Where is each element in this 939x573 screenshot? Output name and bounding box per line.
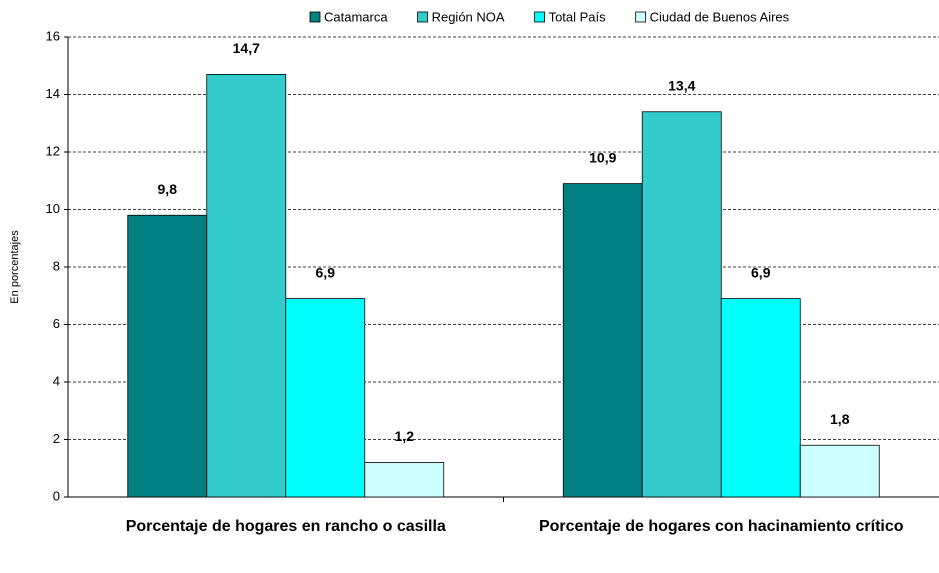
- legend-label: Catamarca: [324, 9, 388, 24]
- value-label: 14,7: [233, 40, 260, 56]
- bar: [799, 444, 880, 498]
- y-tick-label: 4: [53, 373, 60, 388]
- bar: [127, 214, 208, 498]
- y-tick-label: 16: [46, 28, 60, 43]
- y-tick-label: 0: [53, 488, 60, 503]
- value-label: 1,8: [830, 411, 850, 427]
- legend-label: Ciudad de Buenos Aires: [650, 9, 790, 24]
- bar: [641, 111, 722, 498]
- bar: [206, 73, 287, 498]
- value-label: 9,8: [158, 181, 178, 197]
- value-label: 1,2: [395, 428, 415, 444]
- value-label: 13,4: [668, 77, 695, 93]
- legend-swatch: [417, 11, 428, 23]
- bar: [720, 298, 801, 498]
- bar: [562, 183, 643, 498]
- legend-label: Total País: [549, 9, 607, 24]
- legend-label: Región NOA: [432, 9, 505, 24]
- y-tick-label: 2: [53, 431, 60, 446]
- y-tick-label: 12: [46, 143, 60, 158]
- y-tick-label: 6: [53, 316, 60, 331]
- x-tick-label: Porcentaje de hogares en rancho o casill…: [126, 518, 446, 535]
- bar: [285, 298, 366, 498]
- value-label: 10,9: [589, 149, 616, 165]
- legend-swatch: [534, 11, 545, 23]
- y-tick-label: 10: [46, 201, 60, 216]
- legend-swatch: [309, 11, 321, 23]
- value-label: 6,9: [751, 264, 771, 280]
- x-tick-label: Porcentaje de hogares con hacinamiento c…: [539, 518, 904, 535]
- y-tick-label: 8: [53, 258, 60, 273]
- bar: [364, 462, 445, 498]
- y-axis-label: En porcentajes: [9, 230, 21, 304]
- y-tick-label: 14: [46, 86, 60, 101]
- value-label: 6,9: [316, 264, 336, 280]
- legend-swatch: [635, 11, 647, 23]
